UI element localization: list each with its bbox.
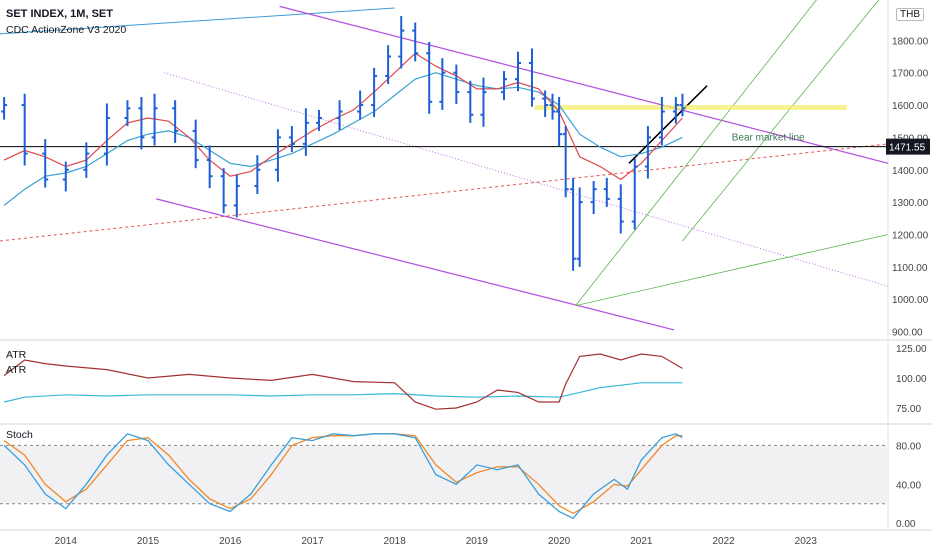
- price-tick-label: 1200.00: [892, 230, 929, 241]
- channel-lower-line: [156, 198, 675, 331]
- stoch-tick-label: 40.00: [896, 480, 921, 491]
- last-price-badge: [886, 138, 930, 155]
- channel-mid-line: [164, 72, 889, 287]
- atr-label-2: ATR: [6, 364, 27, 376]
- stoch-tick-label: 0.00: [896, 519, 916, 530]
- black-trendline: [628, 85, 708, 164]
- resistance-zone: [534, 105, 847, 110]
- year-tick-label: 2014: [55, 536, 78, 547]
- pitchfork-middle: [682, 0, 880, 242]
- atr-tick-label: 125.00: [896, 344, 927, 355]
- indicator-name: CDC ActionZone V3 2020: [6, 24, 127, 36]
- price-tick-label: 1800.00: [892, 36, 929, 47]
- stoch-label: Stoch: [6, 429, 33, 441]
- pitchfork-lower: [575, 234, 889, 307]
- bear-market-label: Bear market line: [732, 133, 805, 144]
- price-tick-label: 1600.00: [892, 101, 929, 112]
- stoch-tick-label: 80.00: [896, 441, 921, 452]
- atr-ma-line: [3, 382, 683, 403]
- atr-tick-label: 100.00: [896, 374, 927, 385]
- year-tick-label: 2019: [466, 536, 489, 547]
- price-tick-label: 1000.00: [892, 295, 929, 306]
- price-tick-label: 1400.00: [892, 166, 929, 177]
- blue-trendline: [0, 7, 395, 35]
- year-tick-label: 2020: [548, 536, 571, 547]
- channel-upper-line: [279, 5, 889, 164]
- red-dashed-trendline: [0, 143, 889, 242]
- price-tick-label: 1300.00: [892, 198, 929, 209]
- atr-line: [3, 353, 683, 410]
- price-tick-label: 900.00: [892, 328, 923, 339]
- year-tick-label: 2021: [630, 536, 653, 547]
- price-tick-label: 1100.00: [892, 263, 928, 274]
- currency-badge[interactable]: THB: [896, 8, 924, 21]
- stoch-band: [0, 445, 888, 504]
- year-tick-label: 2022: [712, 536, 735, 547]
- year-tick-label: 2016: [219, 536, 242, 547]
- chart-title: SET INDEX, 1M, SET: [6, 8, 113, 20]
- year-tick-label: 2017: [301, 536, 324, 547]
- year-tick-label: 2015: [137, 536, 160, 547]
- last-price-text: 1471.55: [889, 143, 926, 154]
- ema-fast-line: [3, 52, 683, 181]
- ema-slow-line: [3, 72, 683, 206]
- stoch-k-line: [3, 433, 683, 520]
- year-tick-label: 2023: [795, 536, 818, 547]
- year-tick-label: 2018: [384, 536, 407, 547]
- atr-tick-label: 75.00: [896, 404, 921, 415]
- atr-label-1: ATR: [6, 349, 27, 361]
- price-tick-label: 1700.00: [892, 69, 929, 80]
- pitchfork-upper: [575, 0, 817, 306]
